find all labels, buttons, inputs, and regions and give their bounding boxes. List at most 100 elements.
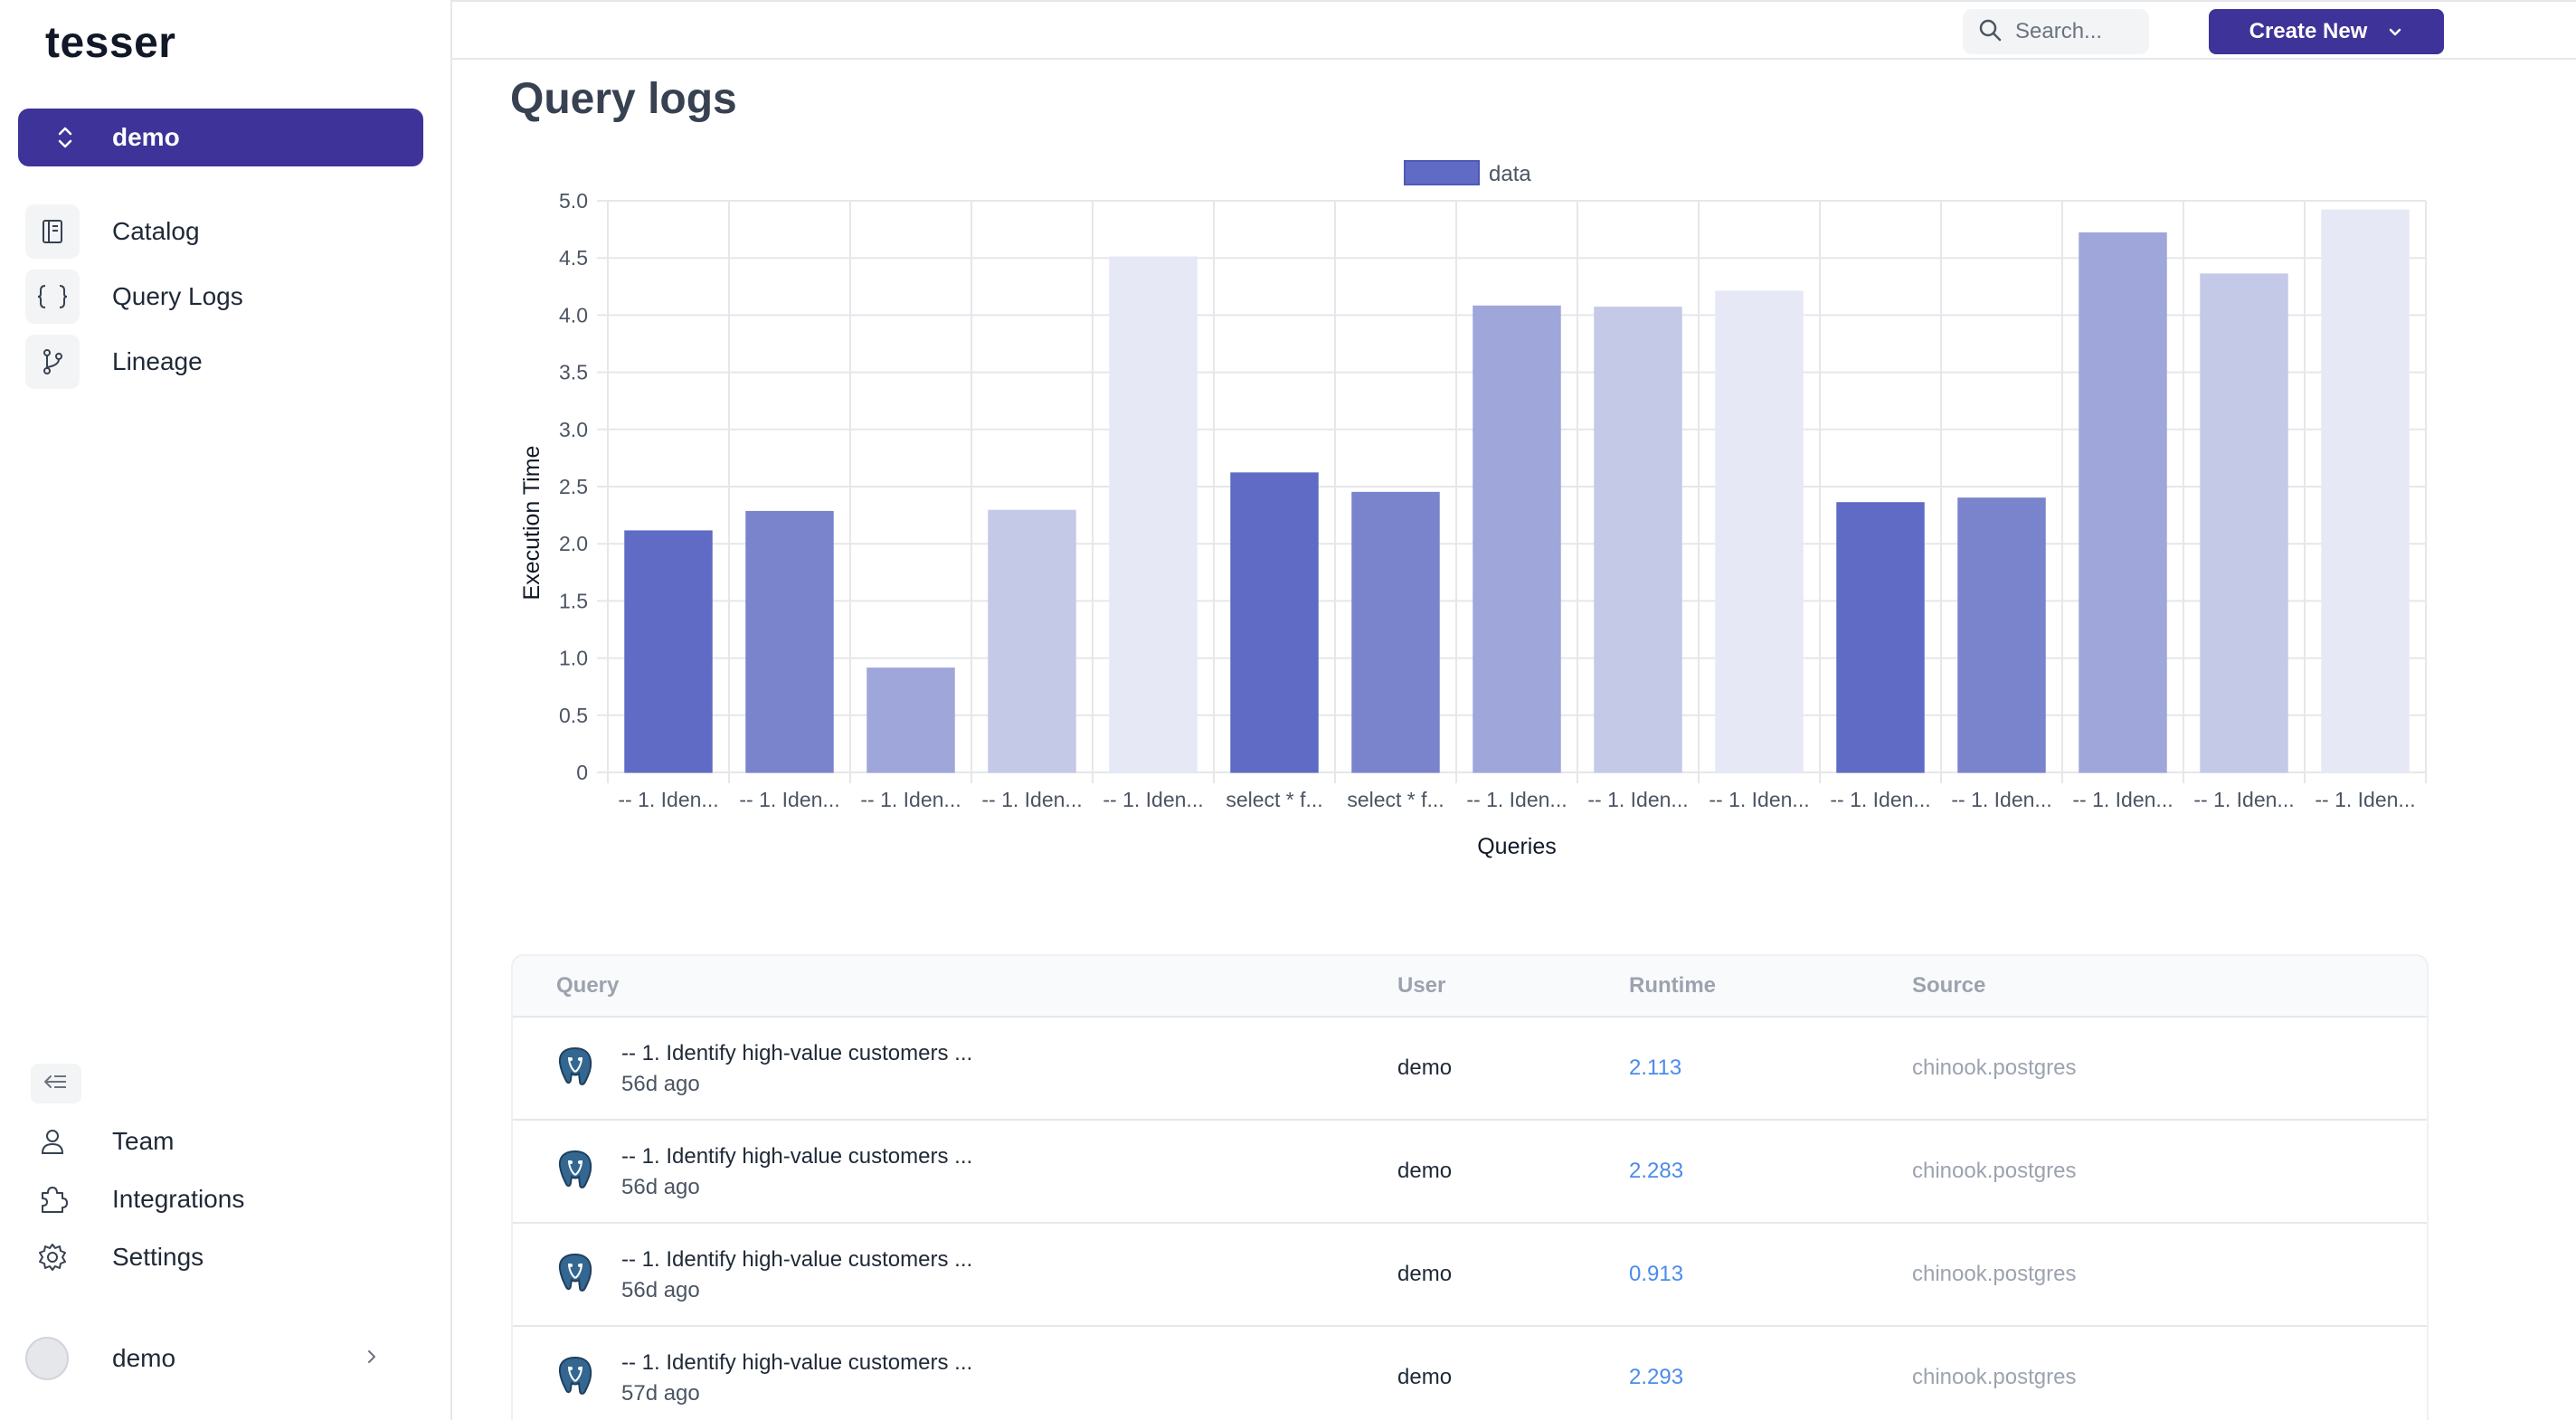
workspace-name: demo <box>112 123 180 151</box>
x-tick-label: -- 1. Iden... <box>2193 788 2294 811</box>
query-runtime: 0.913 <box>1629 1262 1684 1286</box>
sidebar-item-label: Settings <box>112 1243 204 1271</box>
chevron-up-down-icon <box>18 125 112 150</box>
query-runtime: 2.283 <box>1629 1159 1684 1183</box>
sidebar-item-query-logs[interactable]: Query Logs <box>25 264 432 329</box>
query-runtime: 2.113 <box>1629 1056 1682 1080</box>
search-input[interactable] <box>2015 19 2142 44</box>
x-tick-label: select * f... <box>1226 788 1322 811</box>
query-text: -- 1. Identify high-value customers ... <box>621 1247 973 1272</box>
git-branch-icon <box>25 335 80 389</box>
y-tick-label: 3.5 <box>559 361 588 384</box>
sidebar-item-integrations[interactable]: Integrations <box>25 1170 432 1228</box>
y-tick-label: 2.5 <box>559 475 588 498</box>
column-header-query[interactable]: Query <box>556 973 620 998</box>
user-icon <box>25 1114 80 1169</box>
execution-time-chart: 0 0.5 1.0 1.5 2.0 2.5 3.0 3.5 4.0 4.5 5.0 -- 1. Ide… <box>507 145 2442 868</box>
sidebar-item-settings[interactable]: Settings <box>25 1228 432 1286</box>
y-tick-label: 3.0 <box>559 418 588 441</box>
postgres-icon <box>553 1354 598 1399</box>
query-user: demo <box>1397 1365 1453 1389</box>
app-logo: tesser <box>45 19 176 67</box>
chart-bar <box>1109 256 1198 773</box>
x-tick-label: -- 1. Iden... <box>1103 788 1203 811</box>
sidebar-item-label: Integrations <box>112 1185 245 1213</box>
y-tick-label: 4.5 <box>559 246 588 270</box>
create-new-button[interactable]: Create New <box>2209 9 2444 54</box>
legend-swatch <box>1404 160 1480 185</box>
table-row[interactable]: -- 1. Identify high-value customers ... 5… <box>513 1327 2427 1420</box>
column-header-source[interactable]: Source <box>1912 973 1986 998</box>
chart-bar <box>1836 502 1925 773</box>
search-box[interactable] <box>1963 9 2149 54</box>
query-text: -- 1. Identify high-value customers ... <box>621 1041 973 1065</box>
query-runtime: 2.293 <box>1629 1365 1684 1389</box>
x-tick-label: -- 1. Iden... <box>860 788 961 811</box>
book-icon <box>25 204 80 259</box>
sidebar-item-label: Team <box>112 1127 175 1155</box>
query-user: demo <box>1397 1159 1453 1183</box>
chart-bar <box>1230 472 1319 773</box>
collapse-sidebar-button[interactable] <box>31 1064 81 1103</box>
sidebar-item-label: Lineage <box>112 347 203 375</box>
sidebar-item-catalog[interactable]: Catalog <box>25 199 432 264</box>
chevron-right-icon <box>365 1347 378 1371</box>
table-row[interactable]: -- 1. Identify high-value customers ... 5… <box>513 1018 2427 1121</box>
chevron-down-icon <box>2387 19 2403 44</box>
x-tick-label: -- 1. Iden... <box>1830 788 1930 811</box>
chart-bar <box>2321 209 2410 773</box>
query-text: -- 1. Identify high-value customers ... <box>621 1144 973 1169</box>
sidebar-item-label: Catalog <box>112 217 200 245</box>
x-tick-label: -- 1. Iden... <box>1951 788 2051 811</box>
column-header-user[interactable]: User <box>1397 973 1446 998</box>
sidebar-item-team[interactable]: Team <box>25 1112 432 1170</box>
table-row[interactable]: -- 1. Identify high-value customers ... 5… <box>513 1121 2427 1224</box>
braces-icon <box>25 270 80 324</box>
puzzle-icon <box>25 1172 80 1226</box>
avatar <box>25 1337 69 1380</box>
query-source: chinook.postgres <box>1912 1159 2077 1183</box>
sidebar-item-label: Query Logs <box>112 282 243 310</box>
x-tick-label: -- 1. Iden... <box>2072 788 2173 811</box>
postgres-icon <box>553 1251 598 1296</box>
table-row[interactable]: -- 1. Identify high-value customers ... 5… <box>513 1224 2427 1327</box>
query-time: 56d ago <box>621 1175 700 1199</box>
y-tick-label: 2.0 <box>559 532 588 555</box>
sidebar: tesser demo Catalog Query Logs Lineage <box>0 0 452 1420</box>
query-source: chinook.postgres <box>1912 1056 2077 1080</box>
secondary-nav: Team Integrations Settings <box>25 1112 432 1286</box>
user-menu[interactable]: demo <box>25 1330 378 1387</box>
y-tick-label: 4.0 <box>559 303 588 327</box>
y-tick-label: 0 <box>576 761 588 784</box>
table-header: Query User Runtime Source <box>513 956 2427 1018</box>
legend-label: data <box>1489 162 1531 186</box>
y-tick-label: 5.0 <box>559 189 588 213</box>
x-tick-label: -- 1. Iden... <box>1709 788 1809 811</box>
table-body: -- 1. Identify high-value customers ... 5… <box>513 1018 2427 1420</box>
postgres-icon <box>553 1148 598 1193</box>
workspace-switcher[interactable]: demo <box>18 109 423 166</box>
chart-bar <box>2079 232 2167 773</box>
query-time: 56d ago <box>621 1072 700 1096</box>
chart-bar <box>624 530 713 773</box>
chart-bar <box>1351 491 1440 773</box>
chart-bar <box>2200 273 2288 773</box>
y-tick-label: 1.0 <box>559 647 588 670</box>
query-time: 57d ago <box>621 1381 700 1406</box>
chart-bar <box>745 510 834 773</box>
primary-nav: Catalog Query Logs Lineage <box>25 199 432 394</box>
chart-bar <box>1473 305 1561 773</box>
sidebar-item-lineage[interactable]: Lineage <box>25 329 432 394</box>
search-icon <box>1977 17 2003 47</box>
chart-bar <box>1957 497 2046 773</box>
x-axis-label: Queries <box>1477 834 1557 859</box>
chart-bar <box>867 667 955 773</box>
column-header-runtime[interactable]: Runtime <box>1629 973 1716 998</box>
x-tick-label: -- 1. Iden... <box>1587 788 1688 811</box>
x-tick-label: -- 1. Iden... <box>618 788 718 811</box>
chart-bar <box>1715 290 1804 773</box>
query-time: 56d ago <box>621 1278 700 1302</box>
chart-bar <box>988 509 1076 773</box>
query-logs-table: Query User Runtime Source -- 1. Identify… <box>511 954 2429 1420</box>
x-tick-label: -- 1. Iden... <box>981 788 1082 811</box>
